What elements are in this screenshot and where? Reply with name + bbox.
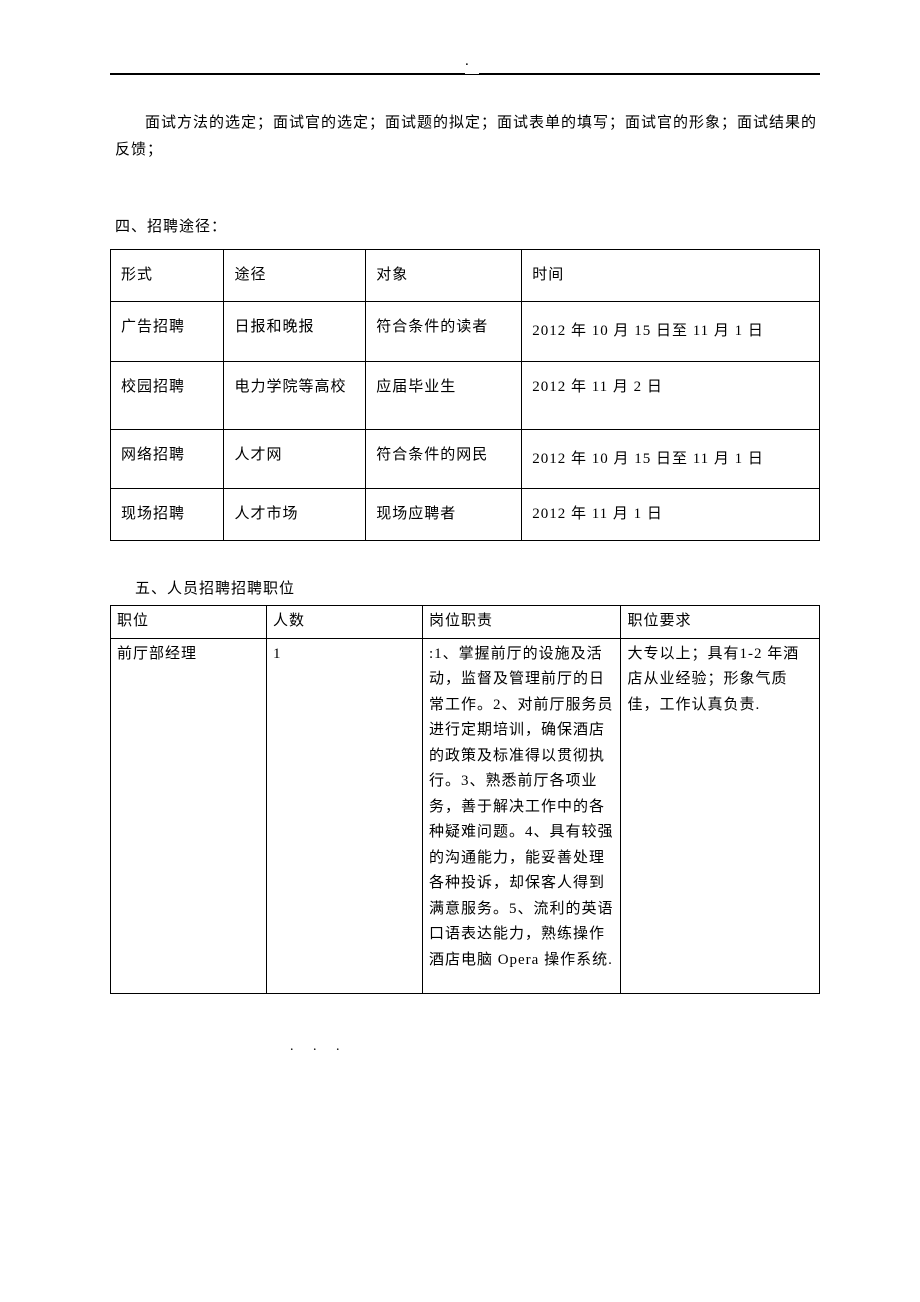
- section4-title: 四、招聘途径：: [110, 214, 820, 241]
- footer-dots: . . .: [110, 1034, 820, 1059]
- table1-cell: 电力学院等高校: [224, 361, 366, 429]
- table1-row: 校园招聘 电力学院等高校 应届毕业生 2012 年 11 月 2 日: [111, 361, 820, 429]
- recruitment-positions-table: 职位 人数 岗位职责 职位要求 前厅部经理 1 :1、掌握前厅的设施及活动，监督…: [110, 605, 820, 994]
- table1-header-cell: 时间: [522, 250, 820, 302]
- table2-header-cell: 人数: [266, 606, 422, 639]
- table2-header-row: 职位 人数 岗位职责 职位要求: [111, 606, 820, 639]
- table1-cell: 人才网: [224, 429, 366, 489]
- header-separator: [110, 60, 820, 75]
- table2-cell-count: 1: [266, 638, 422, 994]
- table2-cell-duties: :1、掌握前厅的设施及活动，监督及管理前厅的日常工作。2、对前厅服务员进行定期培…: [422, 638, 621, 994]
- table1-cell: 符合条件的读者: [366, 302, 522, 362]
- table1-cell: 现场招聘: [111, 489, 224, 541]
- section5-title: 五、人员招聘招聘职位: [110, 576, 820, 603]
- recruitment-channels-table: 形式 途径 对象 时间 广告招聘 日报和晚报 符合条件的读者 2012 年 10…: [110, 249, 820, 541]
- table2-cell-requirements: 大专以上；具有1-2 年酒店从业经验；形象气质佳，工作认真负责.: [621, 638, 820, 994]
- table1-cell: 应届毕业生: [366, 361, 522, 429]
- table2-cell-position: 前厅部经理: [111, 638, 267, 994]
- table1-cell: 日报和晚报: [224, 302, 366, 362]
- table1-cell: 现场应聘者: [366, 489, 522, 541]
- table1-cell: 符合条件的网民: [366, 429, 522, 489]
- intro-paragraph: 面试方法的选定；面试官的选定；面试题的拟定；面试表单的填写；面试官的形象；面试结…: [110, 110, 820, 164]
- table1-cell: 2012 年 10 月 15 日至 11 月 1 日: [522, 429, 820, 489]
- table1-cell: 2012 年 11 月 1 日: [522, 489, 820, 541]
- table1-header-row: 形式 途径 对象 时间: [111, 250, 820, 302]
- table1-cell: 人才市场: [224, 489, 366, 541]
- table1-header-cell: 途径: [224, 250, 366, 302]
- table2-header-cell: 职位要求: [621, 606, 820, 639]
- table1-row: 网络招聘 人才网 符合条件的网民 2012 年 10 月 15 日至 11 月 …: [111, 429, 820, 489]
- table1-header-cell: 对象: [366, 250, 522, 302]
- table1-row: 广告招聘 日报和晚报 符合条件的读者 2012 年 10 月 15 日至 11 …: [111, 302, 820, 362]
- table2-header-cell: 岗位职责: [422, 606, 621, 639]
- table2-row: 前厅部经理 1 :1、掌握前厅的设施及活动，监督及管理前厅的日常工作。2、对前厅…: [111, 638, 820, 994]
- table1-header-cell: 形式: [111, 250, 224, 302]
- table1-cell: 广告招聘: [111, 302, 224, 362]
- table1-row: 现场招聘 人才市场 现场应聘者 2012 年 11 月 1 日: [111, 489, 820, 541]
- table1-cell: 网络招聘: [111, 429, 224, 489]
- table1-cell: 校园招聘: [111, 361, 224, 429]
- table1-cell: 2012 年 10 月 15 日至 11 月 1 日: [522, 302, 820, 362]
- table1-cell: 2012 年 11 月 2 日: [522, 361, 820, 429]
- table2-header-cell: 职位: [111, 606, 267, 639]
